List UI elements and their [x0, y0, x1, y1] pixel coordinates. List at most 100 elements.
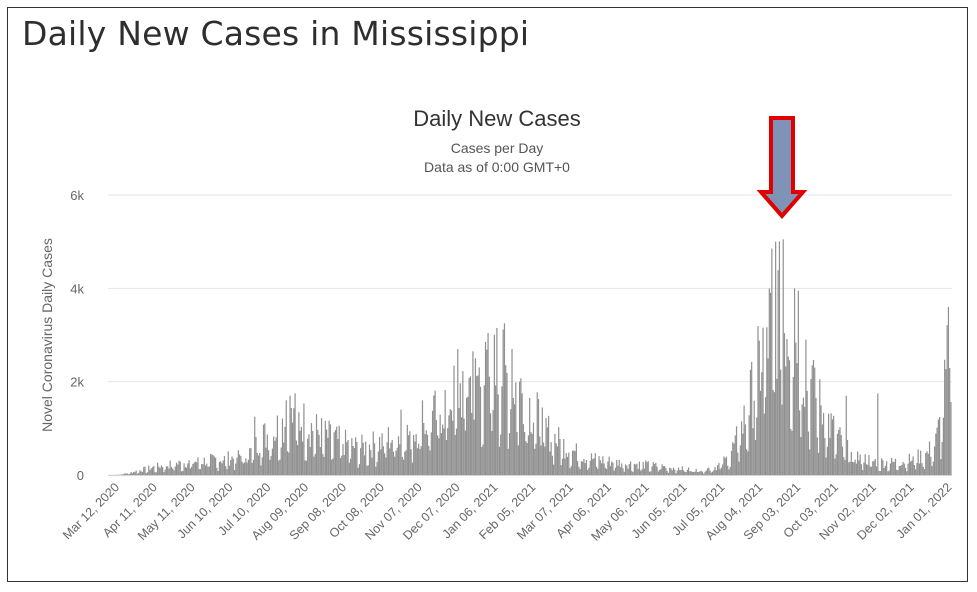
- bar: [140, 471, 142, 475]
- bar: [242, 463, 244, 475]
- bar: [910, 461, 912, 475]
- bar: [135, 470, 137, 475]
- bar: [160, 465, 162, 475]
- bar: [785, 366, 787, 475]
- bar: [273, 436, 275, 475]
- bar: [284, 426, 286, 475]
- bar: [223, 456, 226, 475]
- bar: [747, 451, 749, 475]
- bar: [522, 424, 524, 475]
- bar: [192, 463, 194, 475]
- bar: [682, 470, 685, 475]
- bar: [399, 444, 401, 475]
- bar: [559, 439, 561, 475]
- bar: [139, 470, 141, 475]
- bar: [429, 450, 431, 475]
- bar: [631, 470, 633, 475]
- bar: [646, 462, 648, 475]
- bar: [810, 378, 812, 475]
- bar: [183, 463, 185, 475]
- bar: [336, 426, 338, 475]
- bar: [766, 327, 768, 475]
- bar: [352, 446, 354, 475]
- bar: [804, 406, 806, 475]
- bar: [793, 288, 796, 475]
- bar: [488, 376, 490, 475]
- bar: [329, 424, 331, 475]
- bar: [752, 428, 754, 475]
- bar: [751, 361, 753, 475]
- bar: [511, 349, 513, 475]
- bar: [208, 466, 210, 475]
- bar: [122, 474, 125, 475]
- bar: [327, 437, 329, 475]
- bar: [348, 462, 350, 475]
- bar: [653, 464, 656, 475]
- bar: [841, 446, 844, 475]
- bar: [783, 333, 786, 475]
- bar: [710, 472, 712, 475]
- bar: [526, 443, 528, 475]
- bar: [587, 469, 589, 475]
- bar: [636, 463, 638, 475]
- bar: [215, 457, 217, 475]
- bar: [225, 466, 227, 475]
- bar: [265, 447, 267, 475]
- bar: [290, 407, 292, 475]
- bar: [309, 447, 311, 475]
- bar: [127, 474, 130, 475]
- bar: [643, 468, 646, 475]
- bar: [434, 390, 436, 475]
- bar: [865, 464, 868, 475]
- bar: [328, 420, 330, 475]
- bar: [169, 460, 171, 475]
- bar: [946, 325, 948, 475]
- bar: [437, 435, 439, 475]
- bar: [913, 464, 915, 475]
- bar: [623, 471, 625, 475]
- bar: [666, 471, 668, 475]
- bar: [773, 392, 775, 475]
- bar: [283, 442, 285, 475]
- bar: [365, 441, 367, 475]
- bar: [667, 472, 670, 475]
- bar: [231, 456, 233, 475]
- bar: [476, 376, 478, 475]
- bar: [694, 471, 696, 475]
- bar: [478, 367, 480, 475]
- bar: [493, 334, 495, 475]
- bar: [892, 461, 894, 475]
- bar: [431, 410, 434, 475]
- bar: [296, 445, 299, 475]
- bar: [603, 463, 605, 475]
- bar: [196, 462, 198, 475]
- bar: [633, 463, 635, 475]
- bar: [363, 455, 366, 475]
- bar: [479, 386, 482, 475]
- bar: [197, 457, 199, 475]
- bar: [647, 461, 649, 475]
- bar: [887, 471, 889, 475]
- bar: [680, 470, 682, 475]
- bar: [201, 463, 203, 475]
- bar: [933, 446, 936, 475]
- bar: [341, 455, 343, 475]
- bar: [289, 395, 291, 475]
- bar: [492, 409, 494, 475]
- bar: [203, 457, 205, 475]
- bar: [549, 451, 551, 475]
- bar: [246, 462, 248, 475]
- bar: [491, 430, 493, 475]
- bar: [574, 451, 576, 475]
- bar: [322, 453, 324, 475]
- bar: [797, 290, 799, 475]
- bar: [347, 439, 349, 475]
- bar: [180, 471, 183, 475]
- bar: [675, 473, 677, 475]
- bar: [788, 360, 791, 475]
- bar: [468, 377, 470, 475]
- bar: [202, 464, 204, 475]
- bar: [612, 462, 614, 475]
- bar: [950, 402, 952, 475]
